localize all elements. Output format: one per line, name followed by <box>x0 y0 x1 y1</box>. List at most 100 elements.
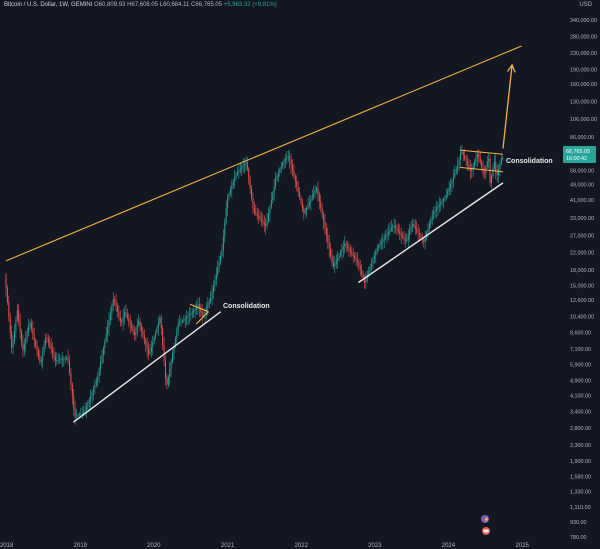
candle-body <box>334 263 336 267</box>
support-trendline[interactable] <box>358 182 504 284</box>
support-trendline[interactable] <box>72 311 222 423</box>
consolidation-lower-trendline[interactable] <box>459 166 504 173</box>
candle-body <box>260 219 262 221</box>
price-tick-label: 190,000.00 <box>570 67 597 73</box>
candle-body <box>13 330 15 342</box>
candle-body <box>218 261 220 269</box>
candle-body <box>430 219 432 224</box>
candle-body <box>307 204 309 208</box>
candle-body <box>16 310 18 321</box>
candle-body <box>116 306 118 312</box>
symbol-title[interactable]: Bitcoin / U.S. Dollar, 1W, GEMINI <box>4 2 93 8</box>
candle-body <box>327 234 329 242</box>
candle-body <box>317 188 319 195</box>
candle-body <box>46 337 48 339</box>
candle-body <box>431 214 433 220</box>
year-tick-label: 2024 <box>442 543 456 549</box>
event-markers[interactable]: ⚡ <box>481 515 490 535</box>
candle-body <box>56 360 58 361</box>
candle-body <box>131 324 133 329</box>
candle-body <box>146 344 148 350</box>
candle-body <box>467 161 469 165</box>
candle-body <box>349 249 351 252</box>
candle-body <box>397 229 399 232</box>
candle-body <box>440 202 442 205</box>
projection-arrow[interactable] <box>502 64 513 149</box>
candle-body <box>26 332 28 339</box>
candle-body <box>21 331 23 343</box>
consolidation-lower-trendline[interactable] <box>195 311 209 325</box>
candle-body <box>177 323 179 331</box>
event-marker-icon[interactable] <box>481 515 489 523</box>
consolidation-upper-trendline[interactable] <box>189 303 209 313</box>
candle-body <box>265 224 267 227</box>
candle-body <box>39 356 41 363</box>
price-tick-label: 930.00 <box>570 520 587 526</box>
candle-body <box>152 342 154 347</box>
candle-body <box>203 315 205 317</box>
candle-body <box>229 189 231 194</box>
candle-body <box>132 328 134 332</box>
price-tick-label: 1,900.00 <box>570 459 591 465</box>
candle-body <box>231 185 233 190</box>
candle-body <box>249 178 251 189</box>
candle-body <box>37 351 39 357</box>
candle-body <box>458 159 460 166</box>
candle-body <box>93 388 95 392</box>
candle-body <box>413 224 415 227</box>
candle-body <box>157 322 159 328</box>
candle-body <box>135 332 137 336</box>
candle-body <box>166 378 168 385</box>
price-tick-label: 130,000.00 <box>570 100 597 106</box>
consolidation-label-2020: Consolidation <box>223 303 270 310</box>
candle-body <box>129 321 131 325</box>
candle-body <box>35 339 37 346</box>
candle-body <box>328 241 330 249</box>
candle-body <box>399 231 401 234</box>
candle-body <box>105 334 107 342</box>
candle-body <box>252 198 254 209</box>
candle-body <box>183 319 185 321</box>
candle-body <box>365 278 367 283</box>
candle-body <box>382 240 384 243</box>
candle-body <box>390 228 392 231</box>
time-axis[interactable]: 2018 2019 2020 2021 2022 2023 2024 2025 <box>0 543 530 549</box>
candle-body <box>361 269 363 274</box>
candle-body <box>108 320 110 328</box>
candle-body <box>387 232 389 235</box>
candle-body <box>22 342 24 351</box>
candle-body <box>462 151 464 156</box>
candle-body <box>60 359 62 361</box>
candle-body <box>238 170 240 173</box>
candle-body <box>122 316 124 322</box>
candle-body <box>286 157 288 159</box>
candle-body <box>299 191 301 198</box>
candle-body <box>200 308 202 312</box>
price-tick-label: 58,000.00 <box>570 168 594 174</box>
candle-body <box>136 325 138 333</box>
price-tick-label: 230,000.00 <box>570 51 597 57</box>
candle-body <box>447 191 449 196</box>
candle-body <box>159 317 161 323</box>
resistance-trendline[interactable] <box>5 45 522 262</box>
candle-body <box>441 200 443 203</box>
candle-body <box>475 157 477 162</box>
candle-body <box>283 160 285 164</box>
candle-body <box>15 320 17 331</box>
currency-label: USD <box>579 2 592 8</box>
consolidation-upper-trendline[interactable] <box>459 149 504 155</box>
candle-body <box>406 239 408 242</box>
candle-body <box>368 270 370 275</box>
candle-body <box>217 268 219 275</box>
price-tick-label: 8,600.00 <box>570 331 591 337</box>
candle-body <box>184 318 186 320</box>
price-tick-label: 780.00 <box>570 535 587 541</box>
candle-body <box>98 368 100 376</box>
candle-body <box>392 226 394 229</box>
candle-body <box>378 246 380 249</box>
candle-body <box>8 301 10 317</box>
price-axis[interactable]: 340,000.00 280,000.00 230,000.00 190,000.00… <box>570 18 597 541</box>
candle-body <box>292 165 294 171</box>
candle-body <box>101 354 103 362</box>
